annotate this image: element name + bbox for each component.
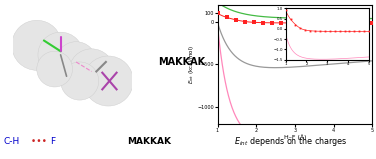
Text: C-H: C-H xyxy=(4,137,20,145)
Text: MAKKAK: MAKKAK xyxy=(127,137,171,145)
Circle shape xyxy=(56,42,96,82)
Text: •••: ••• xyxy=(28,137,50,145)
Circle shape xyxy=(38,32,83,77)
Circle shape xyxy=(83,56,133,106)
Text: $E_{int}$ depends on the charges: $E_{int}$ depends on the charges xyxy=(233,135,347,148)
Text: MAKKAK: MAKKAK xyxy=(158,57,205,67)
Text: F: F xyxy=(50,137,55,145)
Circle shape xyxy=(12,20,62,70)
Circle shape xyxy=(37,51,73,87)
Circle shape xyxy=(61,62,99,100)
Y-axis label: $E_{int}$ (kcal/mol): $E_{int}$ (kcal/mol) xyxy=(186,45,196,84)
Circle shape xyxy=(69,49,114,94)
X-axis label: H–F (Å): H–F (Å) xyxy=(284,134,306,140)
